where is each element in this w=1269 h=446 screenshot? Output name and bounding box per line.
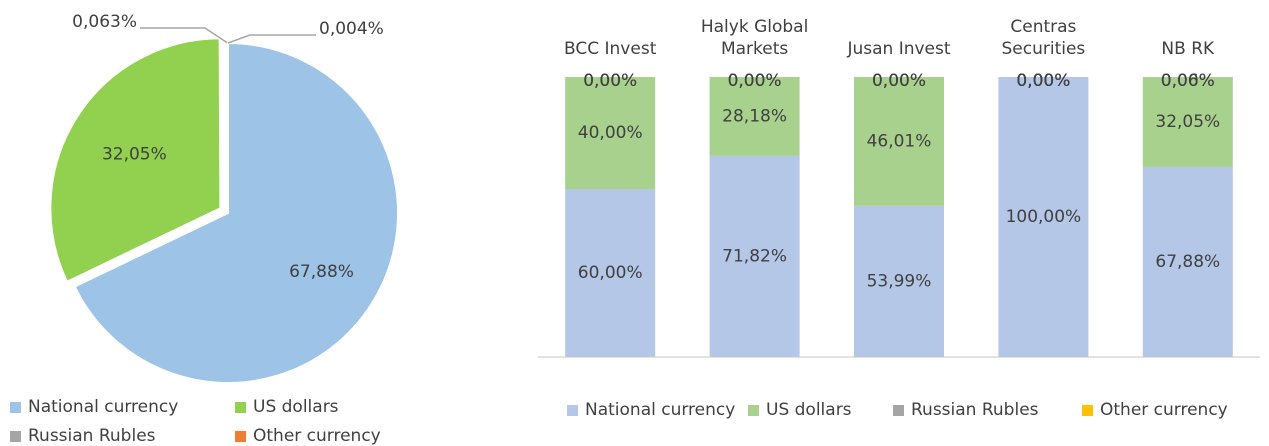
legend-label: National currency bbox=[28, 397, 178, 417]
data-label: 0,00% bbox=[728, 71, 782, 91]
legend-swatch bbox=[893, 405, 904, 416]
data-label: 28,18% bbox=[722, 106, 787, 126]
x-tick-label: Halyk Global Markets bbox=[690, 0, 820, 60]
data-label: 53,99% bbox=[867, 271, 932, 291]
data-label: 100,00% bbox=[1006, 207, 1082, 227]
legend-swatch bbox=[10, 402, 21, 413]
data-label: 0,00% bbox=[1016, 71, 1070, 91]
legend-swatch bbox=[235, 431, 246, 442]
data-label: 46,01% bbox=[867, 131, 932, 151]
data-label: 60,00% bbox=[578, 263, 643, 283]
legend-swatch bbox=[1082, 405, 1093, 416]
legend-label: Other currency bbox=[1100, 400, 1228, 420]
data-label: 0,00% bbox=[1161, 71, 1215, 91]
legend-item: Russian Rubles bbox=[10, 426, 156, 446]
data-label: 32,05% bbox=[1155, 112, 1220, 132]
legend-label: Russian Rubles bbox=[28, 426, 156, 446]
legend-label: Other currency bbox=[253, 426, 381, 446]
legend-item: Other currency bbox=[235, 426, 381, 446]
data-label: 0,00% bbox=[872, 71, 926, 91]
x-tick-label: NB RK bbox=[1123, 0, 1253, 60]
legend-swatch bbox=[235, 402, 246, 413]
legend-swatch bbox=[10, 431, 21, 442]
legend-item: US dollars bbox=[235, 397, 339, 417]
x-tick-label: BCC Invest bbox=[545, 0, 675, 60]
legend-item: National currency bbox=[567, 400, 735, 420]
legend-item: US dollars bbox=[748, 400, 852, 420]
data-label: 0,00% bbox=[583, 71, 637, 91]
data-label: 0,004% bbox=[319, 19, 384, 39]
legend-item: National currency bbox=[10, 397, 178, 417]
leader-line bbox=[228, 35, 316, 43]
legend-label: US dollars bbox=[253, 397, 339, 417]
legend-label: National currency bbox=[585, 400, 735, 420]
legend-label: Russian Rubles bbox=[911, 400, 1039, 420]
legend-swatch bbox=[748, 405, 759, 416]
data-label: 0,063% bbox=[72, 12, 137, 32]
legend-label: US dollars bbox=[766, 400, 852, 420]
x-tick-label: Jusan Invest bbox=[834, 0, 964, 60]
legend-item: Other currency bbox=[1082, 400, 1228, 420]
data-label: 40,00% bbox=[578, 123, 643, 143]
data-label: 67,88% bbox=[1155, 252, 1220, 272]
legend-swatch bbox=[567, 405, 578, 416]
x-tick-label: Centras Securities bbox=[978, 0, 1108, 60]
legend-item: Russian Rubles bbox=[893, 400, 1039, 420]
data-label: 71,82% bbox=[722, 246, 787, 266]
data-label: 32,05% bbox=[102, 144, 167, 164]
data-label: 67,88% bbox=[289, 262, 354, 282]
